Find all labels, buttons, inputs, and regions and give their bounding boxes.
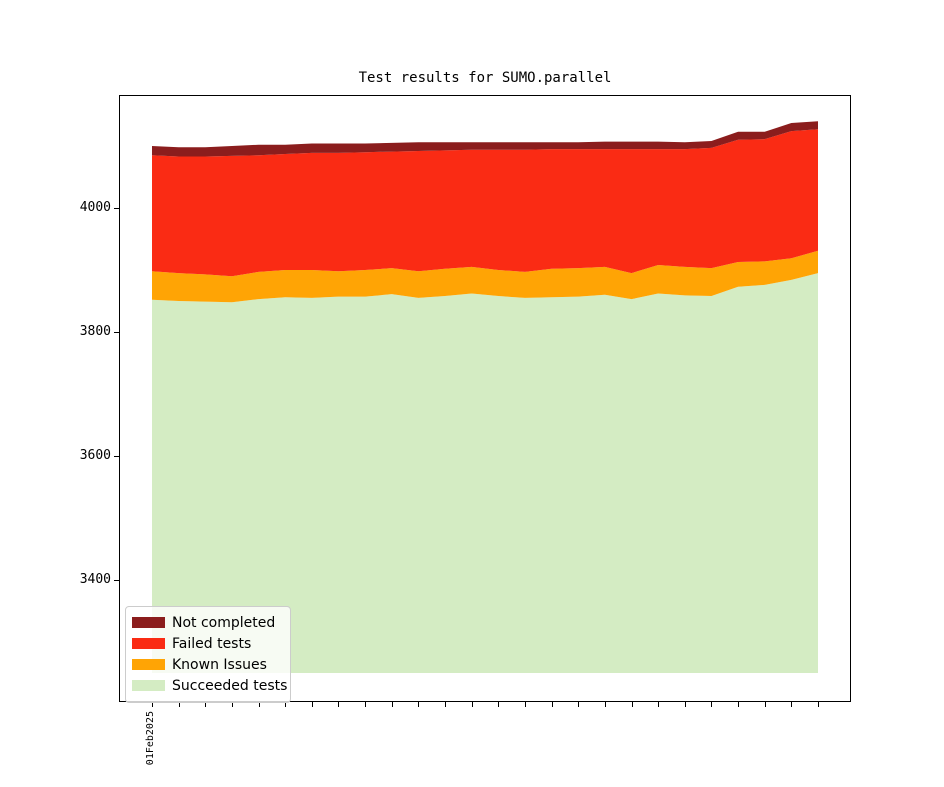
legend-row: Succeeded tests <box>132 675 288 696</box>
legend-label: Not completed <box>172 614 276 631</box>
legend-row: Not completed <box>132 612 284 633</box>
area-failed-tests <box>152 129 818 277</box>
y-tick-label-3800: 3800 <box>79 324 111 339</box>
x-tick-mark <box>818 702 819 707</box>
x-tick-mark <box>658 702 659 707</box>
x-tick-mark <box>578 702 579 707</box>
y-tick-mark <box>114 208 119 209</box>
y-tick-label-3400: 3400 <box>79 572 111 587</box>
stacked-area-chart <box>152 121 818 673</box>
legend-swatch-icon <box>132 638 165 649</box>
x-tick-mark <box>765 702 766 707</box>
x-tick-mark <box>791 702 792 707</box>
x-tick-mark <box>152 702 153 707</box>
x-tick-mark <box>552 702 553 707</box>
area-known-issues <box>152 250 818 303</box>
plot-area <box>119 95 851 702</box>
x-tick-mark <box>685 702 686 707</box>
x-tick-mark <box>498 702 499 707</box>
y-tick-mark <box>114 580 119 581</box>
legend-swatch-icon <box>132 680 165 691</box>
x-tick-mark <box>205 702 206 707</box>
x-tick-mark <box>338 702 339 707</box>
x-axis-date-label: 01Feb2025 <box>145 711 156 766</box>
area-succeeded-tests <box>152 273 818 673</box>
legend-row: Failed tests <box>132 633 284 654</box>
x-tick-mark <box>525 702 526 707</box>
x-tick-mark <box>738 702 739 707</box>
legend-swatch-icon <box>132 659 165 670</box>
x-tick-mark <box>605 702 606 707</box>
x-tick-mark <box>259 702 260 707</box>
legend: Not completed Failed tests Known Issues Suc… <box>125 606 291 703</box>
x-tick-mark <box>392 702 393 707</box>
chart-title: Test results for SUMO.parallel <box>358 70 612 86</box>
legend-label: Failed tests <box>172 635 252 652</box>
x-tick-mark <box>179 702 180 707</box>
x-tick-mark <box>445 702 446 707</box>
y-tick-label-4000: 4000 <box>79 200 111 215</box>
area-not-completed <box>152 121 818 157</box>
x-tick-mark <box>312 702 313 707</box>
x-tick-mark <box>711 702 712 707</box>
y-tick-mark <box>114 456 119 457</box>
legend-label: Known Issues <box>172 656 267 673</box>
x-tick-mark <box>232 702 233 707</box>
x-tick-mark <box>418 702 419 707</box>
legend-swatch-icon <box>132 617 165 628</box>
legend-row: Known Issues <box>132 654 284 675</box>
legend-label: Succeeded tests <box>172 677 288 694</box>
x-tick-mark <box>632 702 633 707</box>
x-tick-mark <box>285 702 286 707</box>
x-tick-mark <box>365 702 366 707</box>
y-tick-mark <box>114 332 119 333</box>
x-tick-mark <box>472 702 473 707</box>
y-tick-label-3600: 3600 <box>79 448 111 463</box>
